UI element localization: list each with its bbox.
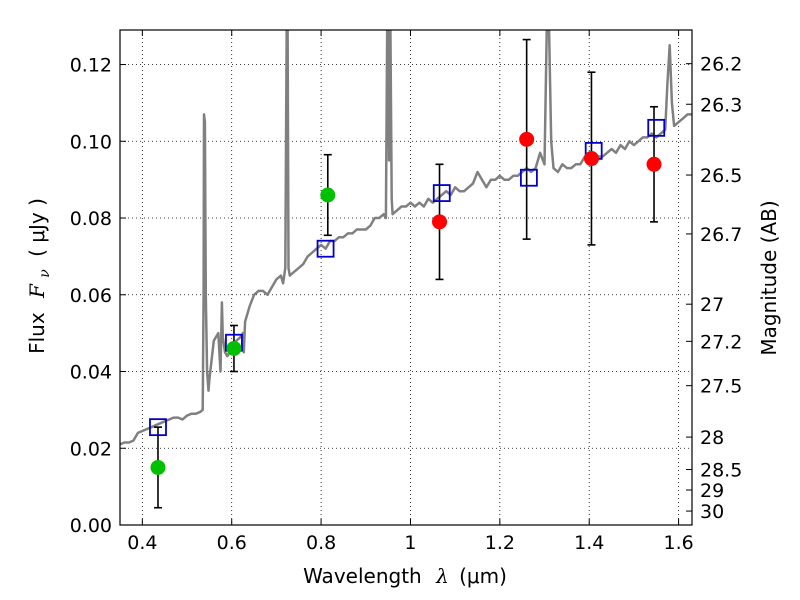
y-tick-label: 0.02 (70, 438, 112, 460)
y-axis-title-unit: ( μJy ) (25, 198, 49, 257)
y2-tick-label: 28.5 (700, 460, 742, 482)
red-point-marker (646, 156, 662, 172)
y-tick-label: 0.06 (70, 285, 112, 307)
y2-tick-label: 27.5 (700, 376, 742, 398)
x-tick-label: 0.6 (217, 532, 247, 554)
x-axis-title-unit: (μm) (459, 564, 507, 588)
x-tick-label: 0.8 (306, 532, 336, 554)
y2-tick-label: 27.2 (700, 331, 742, 353)
model-spectrum-line (120, 30, 692, 446)
y2-tick-label: 29 (700, 480, 724, 502)
y-axis-title-subscript: ν (37, 269, 53, 278)
y2-tick-label: 26.5 (700, 165, 742, 187)
y-tick-label: 0.08 (70, 208, 112, 230)
model-photometry-square (149, 418, 167, 437)
red-point-marker (583, 151, 599, 167)
red-point-marker (432, 214, 448, 230)
y2-tick-label: 26.7 (700, 224, 742, 246)
plot-layer (120, 30, 692, 509)
x-tick-label: 1 (404, 532, 416, 554)
y-axis-title: Flux F ν ( μJy ) (25, 198, 54, 354)
model-photometry-square (316, 239, 335, 258)
model-photometry-square (432, 184, 451, 202)
model-photometry-square (519, 168, 538, 187)
x-axis-title: Wavelength λ (μm) (303, 564, 507, 588)
y2-tick-label: 30 (700, 501, 724, 523)
y2-tick-label: 28 (700, 427, 724, 449)
y-axis-title-prefix: Flux (25, 312, 49, 354)
y2-tick-label: 26.3 (700, 94, 742, 116)
y-tick-label: 0.12 (70, 55, 112, 77)
green-point-marker (150, 459, 166, 475)
x-axis-title-prefix: Wavelength (303, 564, 422, 588)
tick-layer: 0.4 0.6 0.8 1 1.2 1.4 1.6 0.00 0.02 0.04 0.06 0.08 0… (70, 30, 742, 554)
x-tick-label: 1.2 (485, 532, 515, 554)
x-axis-title-lambda: λ (435, 564, 449, 588)
x-tick-label: 1.4 (574, 532, 604, 554)
y-tick-label: 0.10 (70, 131, 112, 153)
y-axis-title-symbol: F (25, 283, 49, 299)
plot-frame (119, 29, 693, 526)
green-point-marker (226, 340, 242, 356)
y2-tick-label: 27 (700, 294, 724, 316)
x-tick-label: 1.6 (663, 532, 693, 554)
y-tick-label: 0.04 (70, 362, 112, 384)
red-point-marker (519, 131, 535, 147)
x-tick-label: 0.4 (127, 532, 157, 554)
y2-tick-label: 26.2 (700, 54, 742, 76)
y2-axis-title: Magnitude (AB) (757, 200, 781, 355)
y-tick-label: 0.00 (70, 515, 112, 537)
green-point-marker (320, 187, 336, 203)
model-photometry-square (647, 118, 666, 137)
